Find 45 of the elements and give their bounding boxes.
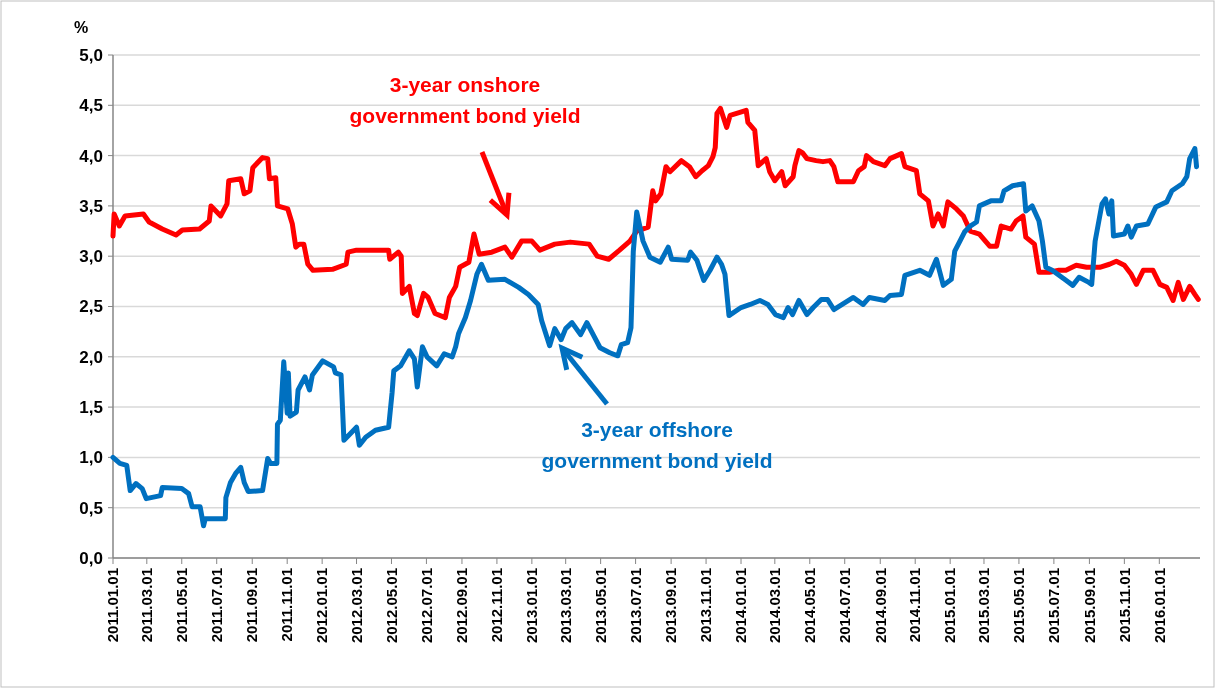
x-tick-label: 2014.09.01 (871, 568, 889, 644)
x-tick-label: 2011.09.01 (243, 568, 261, 643)
y-tick-label: 0,5 (79, 498, 103, 518)
x-tick-label: 2011.05.01 (173, 568, 191, 643)
y-axis-title: % (73, 19, 89, 36)
x-tick-label: 2012.03.01 (347, 568, 365, 644)
x-tick-label: 2016.01.01 (1150, 568, 1168, 644)
x-tick-label: 2013.01.01 (523, 568, 541, 644)
x-tick-label: 2012.09.01 (453, 568, 471, 644)
x-tick-label: 2014.01.01 (732, 568, 750, 644)
x-tick-label: 2013.03.01 (556, 568, 574, 644)
y-tick-label: 3,0 (79, 247, 103, 267)
x-tick-label: 2015.09.01 (1080, 568, 1098, 644)
x-tick-label: 2011.01.01 (104, 568, 122, 643)
x-tick-label: 2015.05.01 (1010, 568, 1028, 644)
text: 3-year onshore government bond yield (349, 73, 581, 127)
x-tick-label: 2013.05.01 (591, 568, 609, 644)
x-tick-label: 2013.07.01 (626, 568, 644, 644)
x-tick-label: 2013.09.01 (662, 568, 680, 644)
x-tick-label: 2014.11.01 (906, 568, 924, 643)
x-tick-label: 2014.07.01 (835, 568, 853, 644)
x-tick-label: 2012.01.01 (313, 568, 331, 644)
x-tick-label: 2014.05.01 (801, 568, 819, 644)
y-tick-label: 2,0 (79, 347, 103, 367)
x-tick-label: 2012.11.01 (488, 568, 506, 643)
y-tick-label: 1,0 (79, 448, 103, 468)
x-tick-label: 2012.05.01 (382, 568, 400, 644)
x-tick-label: 2015.01.01 (941, 568, 959, 644)
x-tick-label: 2015.07.01 (1045, 568, 1063, 644)
y-tick-label: 2,5 (79, 297, 103, 317)
y-tick-label: 4,5 (79, 96, 103, 116)
x-tick-label: 2015.11.01 (1115, 568, 1133, 643)
x-tick-label: 2015.03.01 (975, 568, 993, 644)
text: 3-year offshore government bond yield (541, 418, 773, 472)
x-tick-label: 2014.03.01 (766, 568, 784, 644)
y-tick-label: 4,0 (79, 146, 103, 166)
x-tick-label: 2011.07.01 (207, 568, 225, 643)
x-tick-label: 2011.03.01 (138, 568, 156, 643)
x-tick-label: 2011.11.01 (278, 568, 296, 642)
y-tick-label: 3,5 (79, 196, 103, 216)
y-tick-label: 5,0 (79, 45, 103, 65)
x-tick-label: 2012.07.01 (417, 568, 435, 644)
y-tick-label: 0,0 (79, 548, 103, 568)
y-tick-label: 1,5 (79, 398, 103, 418)
x-tick-label: 2013.11.01 (697, 568, 715, 643)
